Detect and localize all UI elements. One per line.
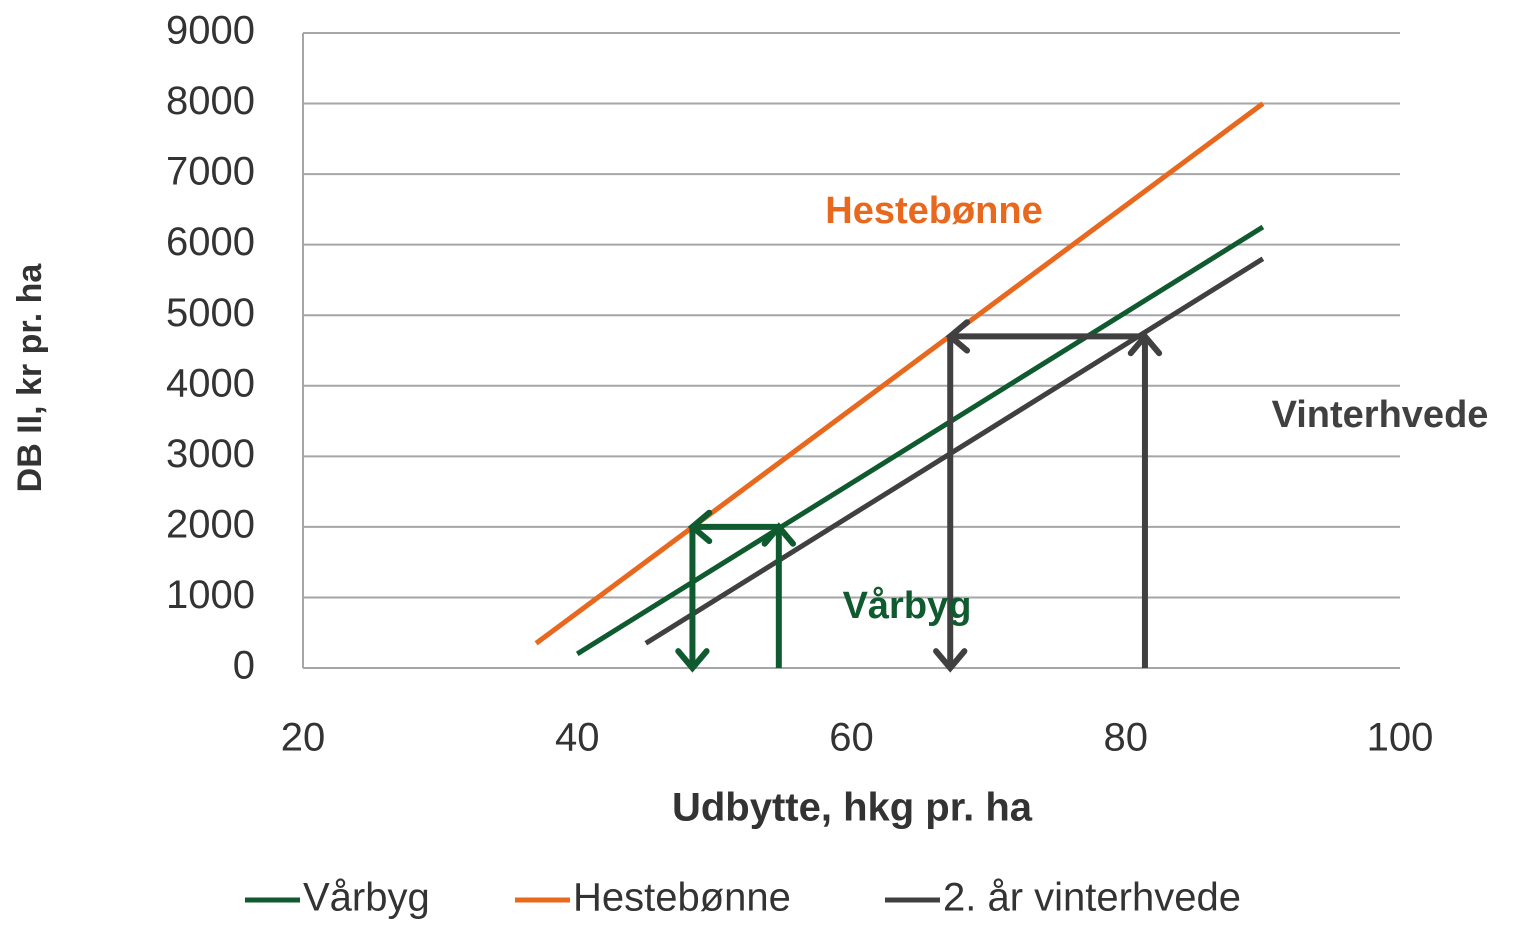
y-tick-label: 0	[233, 644, 255, 688]
x-axis-label: Udbytte, hkg pr. ha	[672, 786, 1033, 830]
x-tick-label: 80	[1104, 716, 1149, 760]
series-line	[534, 101, 1265, 646]
legend-label: 2. år vinterhvede	[943, 876, 1241, 920]
x-tick-label: 40	[555, 716, 600, 760]
arrow-head	[675, 648, 710, 673]
y-axis-label: DB II, kr pr. ha	[11, 263, 49, 493]
x-tick-label: 100	[1367, 716, 1434, 760]
annotation: Vårbyg	[843, 585, 972, 627]
annotation: Vinterhvede	[1272, 394, 1489, 436]
y-tick-label: 4000	[166, 361, 255, 405]
y-tick-label: 2000	[166, 502, 255, 546]
y-tick-label: 9000	[166, 9, 255, 53]
y-tick-label: 7000	[166, 150, 255, 194]
y-tick-label: 8000	[166, 79, 255, 123]
x-tick-label: 20	[281, 716, 326, 760]
series-line	[644, 256, 1265, 646]
y-tick-label: 5000	[166, 291, 255, 335]
legend-label: Vårbyg	[303, 876, 430, 920]
y-tick-label: 6000	[166, 220, 255, 264]
legend-label: Hestebønne	[573, 876, 791, 920]
y-tick-label: 1000	[166, 573, 255, 617]
y-tick-label: 3000	[166, 432, 255, 476]
annotation: Hestebønne	[825, 190, 1042, 232]
arrow-head	[933, 648, 968, 673]
x-tick-label: 60	[829, 716, 874, 760]
